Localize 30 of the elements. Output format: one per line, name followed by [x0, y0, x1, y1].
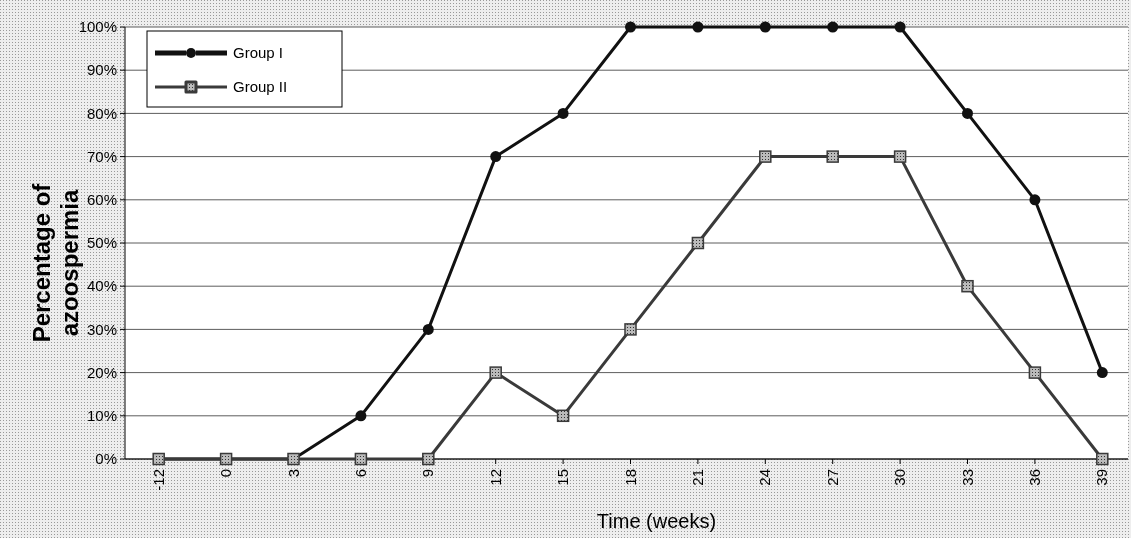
y-tick-label: 90%	[86, 61, 117, 79]
x-tick-label: 27	[823, 469, 841, 486]
x-tick-label: 18	[621, 469, 639, 486]
y-tick-label: 100%	[78, 18, 117, 36]
y-axis-title: Percentage of azoospermia	[28, 182, 83, 343]
y-tick-label: 50%	[86, 234, 117, 252]
y-tick-label: 60%	[86, 191, 117, 209]
y-tick-label: 10%	[86, 407, 117, 425]
x-tick-label: 21	[688, 469, 706, 486]
legend-label: Group II	[233, 78, 288, 96]
x-axis-title: Time (weeks)	[596, 510, 717, 532]
x-tick-label: 3	[284, 469, 302, 478]
x-tick-label: -12	[149, 469, 167, 491]
y-tick-label: 30%	[86, 320, 117, 338]
x-tick-label: 36	[1025, 469, 1043, 486]
y-tick-label: 20%	[86, 363, 117, 381]
x-tick-label: 24	[756, 469, 774, 486]
x-tick-label: 33	[958, 469, 976, 486]
x-tick-label: 12	[486, 469, 504, 486]
x-tick-label: 6	[351, 469, 369, 478]
x-tick-label: 39	[1093, 469, 1111, 486]
y-tick-label: 0%	[95, 450, 117, 468]
y-tick-label: 40%	[86, 277, 117, 295]
x-tick-label: 30	[891, 469, 909, 486]
x-tick-label: 9	[419, 469, 437, 478]
legend-label: Group I	[233, 44, 284, 62]
y-tick-label: 70%	[86, 147, 117, 165]
y-tick-label: 80%	[86, 104, 117, 122]
x-tick-label: 0	[217, 469, 235, 478]
x-tick-label: 15	[554, 469, 572, 486]
